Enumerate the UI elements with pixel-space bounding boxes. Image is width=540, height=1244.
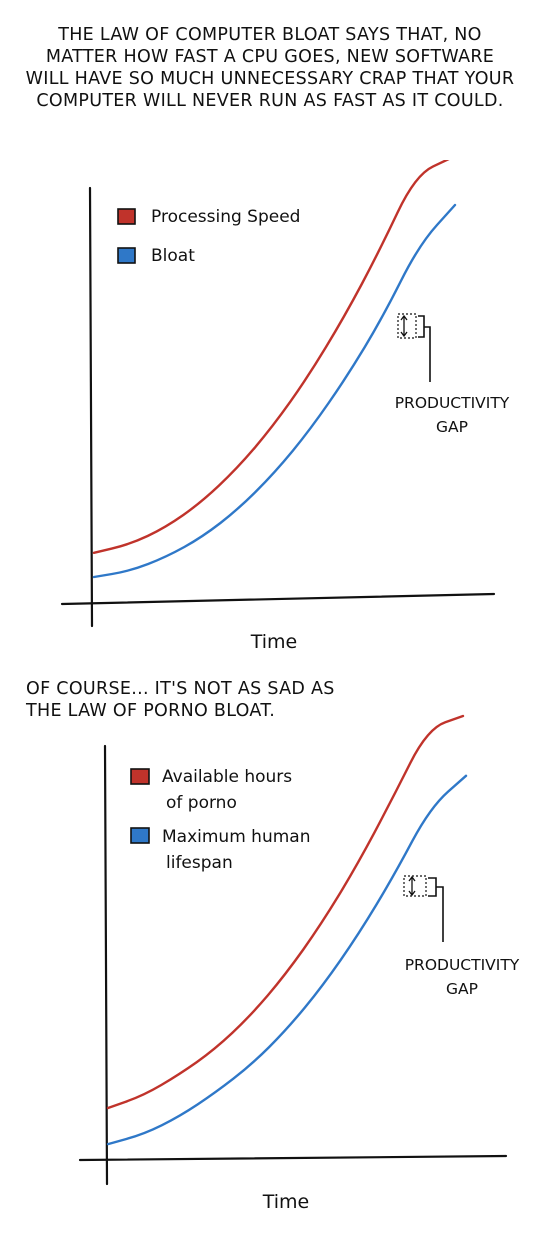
caption-top: THE LAW OF COMPUTER BLOAT SAYS THAT, NO … [0,24,540,112]
caption-middle-line: THE LAW OF PORNO BLOAT. [26,701,276,721]
productivity-gap-annotation: PRODUCTIVITY GAP [395,313,510,436]
gap-arrowhead [408,890,416,897]
caption-top-line: MATTER HOW FAST A CPU GOES, NEW SOFTWARE [45,47,495,67]
series-line-available-hours [106,714,465,1110]
gap-arrowhead [400,314,408,321]
chart-computer-bloat: Processing Speed Bloat PRODUCTIVITY GAP … [60,160,510,653]
legend-swatch-available-hours [130,768,150,785]
chart-porno-bloat: Available hours of porno Maximum human l… [78,714,520,1213]
productivity-gap-annotation: PRODUCTIVITY GAP [403,875,520,998]
x-axis-label: Time [262,1191,310,1213]
legend-label-maximum-lifespan: Maximum human [162,827,310,847]
legend-label-maximum-lifespan: lifespan [166,853,233,873]
y-axis [103,744,109,1186]
annotation-line: PRODUCTIVITY [395,394,510,412]
series-line-bloat [92,203,457,579]
gap-bracket [418,315,431,382]
y-axis [88,186,94,628]
legend-label-available-hours: of porno [166,793,237,813]
annotation-line: GAP [446,980,478,998]
legend-label-bloat: Bloat [151,246,195,266]
gap-arrowhead [400,331,408,338]
gap-arrowhead [408,875,416,882]
series-line-processing-speed [92,160,450,554]
legend-label-available-hours: Available hours [162,767,292,787]
x-axis [60,592,496,606]
legend: Available hours of porno Maximum human l… [130,767,310,873]
x-axis-label: Time [250,631,298,653]
caption-top-line: WILL HAVE SO MUCH UNNECESSARY CRAP THAT … [25,69,515,89]
annotation-line: PRODUCTIVITY [405,956,520,974]
legend-label-processing-speed: Processing Speed [151,207,300,227]
x-axis [78,1154,508,1162]
legend: Processing Speed Bloat [117,207,300,266]
caption-middle: OF COURSE... IT'S NOT AS SAD AS THE LAW … [26,678,526,722]
caption-top-line: COMPUTER WILL NEVER RUN AS FAST AS IT CO… [36,91,504,111]
gap-box [403,875,427,897]
annotation-line: GAP [436,418,468,436]
gap-box [397,313,417,339]
legend-swatch-processing-speed [117,208,136,225]
caption-top-line: THE LAW OF COMPUTER BLOAT SAYS THAT, NO [58,25,482,45]
series-line-maximum-lifespan [106,774,468,1146]
gap-bracket [428,877,444,942]
caption-middle-line: OF COURSE... IT'S NOT AS SAD AS [26,679,335,699]
legend-swatch-bloat [117,247,136,264]
legend-swatch-maximum-lifespan [130,827,150,844]
